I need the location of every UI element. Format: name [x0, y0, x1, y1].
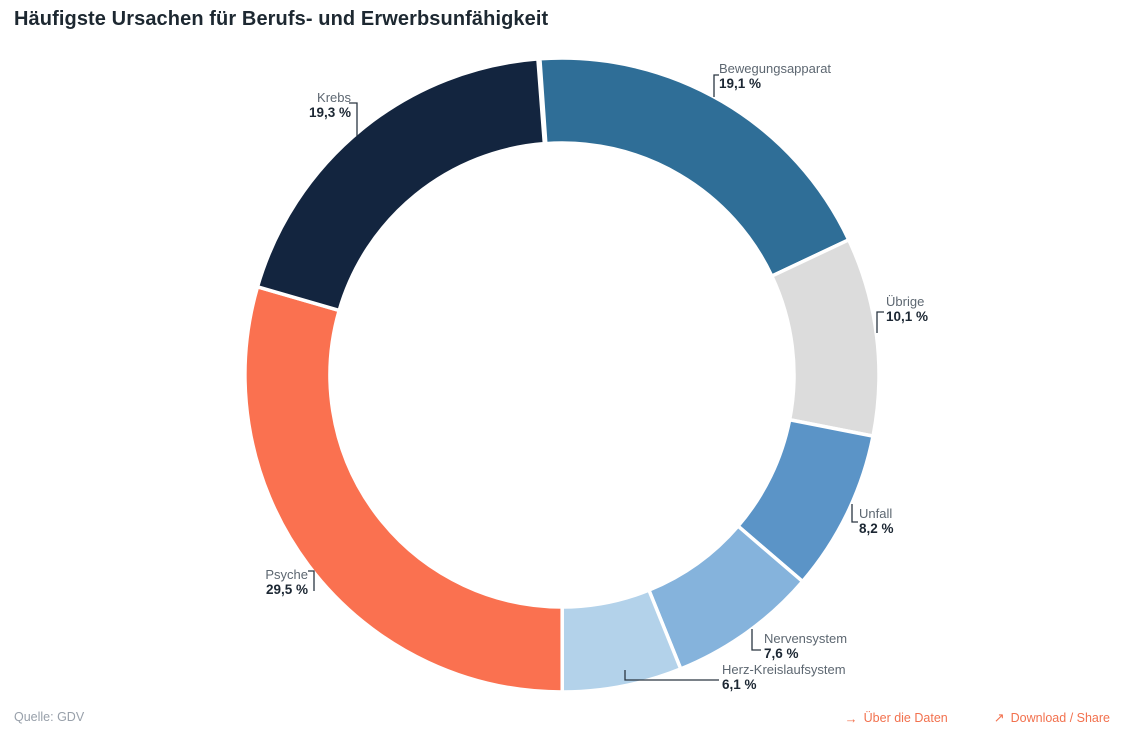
slice-label-name: Übrige [886, 294, 925, 309]
label-connector-bewegungsapparat [713, 74, 719, 97]
slice-label-bewegungsapparat: Bewegungsapparat 19,1 % [719, 61, 831, 91]
slice-label-uebrige: Übrige 10,1 % [886, 294, 928, 324]
label-connector-uebrige [876, 311, 884, 333]
slice-label-name: Nervensystem [764, 631, 848, 646]
label-connector-unfall [851, 504, 858, 523]
slice-label-value: 8,2 % [859, 521, 894, 536]
label-connector-psyche [308, 570, 315, 591]
source-note: Quelle: GDV [14, 710, 85, 724]
footer-links: → Über die Daten ↗ Download / Share [845, 710, 1110, 726]
slice-label-name: Bewegungsapparat [719, 61, 832, 76]
external-arrow-icon: ↗ [993, 710, 1005, 725]
donut-slice-psyche[interactable] [243, 285, 564, 694]
page-title: Häufigste Ursachen für Berufs- und Erwer… [14, 8, 549, 30]
donut-slices [243, 56, 881, 694]
download-share-label: Download / Share [1010, 711, 1110, 725]
slice-label-value: 19,3 % [308, 105, 351, 120]
slice-label-krebs: Krebs 19,3 % [309, 90, 351, 120]
slice-label-name: Unfall [859, 506, 893, 521]
about-the-data-link[interactable]: → Über die Daten [845, 711, 948, 726]
label-connector-nervensystem [751, 629, 761, 651]
slice-label-unfall: Unfall 8,2 % [859, 506, 894, 536]
slice-label-value: 19,1 % [719, 76, 762, 91]
slice-label-psyche: Psyche 29,5 % [265, 567, 308, 597]
about-the-data-label: Über die Daten [863, 711, 948, 725]
slice-label-name: Krebs [317, 90, 351, 105]
donut-slice-übrige[interactable] [770, 238, 881, 438]
slice-label-value: 10,1 % [886, 309, 929, 324]
slice-label-nervensystem: Nervensystem 7,6 % [764, 631, 847, 661]
label-connector-herz-kreislaufsystem [624, 670, 719, 681]
donut-slice-krebs[interactable] [255, 57, 547, 313]
label-connector-krebs [349, 102, 358, 136]
slice-label-name: Herz-Kreislaufsystem [722, 662, 846, 677]
slice-label-value: 29,5 % [265, 582, 308, 597]
slice-label-value: 6,1 % [722, 677, 757, 692]
right-arrow-icon: → [844, 710, 858, 726]
slice-label-name: Psyche [265, 567, 308, 582]
download-share-link[interactable]: ↗ Download / Share [994, 710, 1110, 726]
slice-label-herz-kreislaufsystem: Herz-Kreislaufsystem 6,1 % [722, 662, 846, 692]
slice-label-value: 7,6 % [764, 646, 799, 661]
